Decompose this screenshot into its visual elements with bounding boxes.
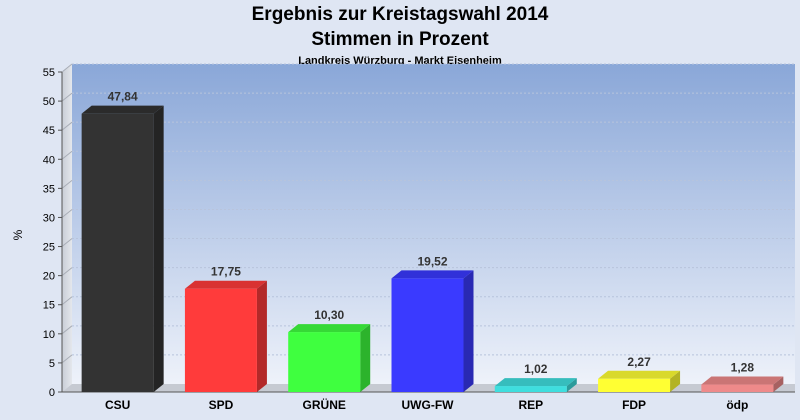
gridline-side [61, 296, 73, 306]
gridline-side [61, 354, 73, 364]
gridline-side [61, 238, 73, 247]
gridline-side [61, 209, 73, 218]
bar-top [598, 370, 681, 379]
bars [81, 105, 784, 393]
bar-front [81, 113, 154, 393]
y-tick-label: 10 [43, 329, 55, 341]
bar-top [494, 378, 577, 387]
category-label: REP [518, 398, 543, 412]
y-tick-label: 15 [43, 300, 55, 312]
y-tick-label: 45 [43, 125, 55, 137]
value-label: 1,28 [731, 361, 755, 375]
chart-subtitle: Stimmen in Prozent [311, 29, 489, 50]
gridline-side [61, 150, 73, 160]
bar-side [360, 324, 371, 392]
bar-top [81, 105, 164, 114]
bar-top [288, 324, 371, 333]
bar-front [701, 384, 774, 392]
bar-top [701, 376, 784, 385]
bar-spd [184, 280, 267, 392]
gridline-side [61, 179, 73, 189]
y-axis-label: % [11, 229, 25, 240]
value-label: 1,02 [524, 362, 548, 376]
chart-title: Ergebnis zur Kreistagswahl 2014 [251, 4, 549, 25]
category-label: FDP [622, 398, 646, 412]
category-label: SPD [209, 398, 234, 412]
bar-top [184, 280, 267, 289]
bar-fdp [598, 370, 681, 392]
bar-front [598, 378, 671, 392]
bar-ödp [701, 376, 784, 392]
bar-side [670, 370, 681, 392]
bar-side [773, 376, 784, 392]
y-tick-label: 20 [43, 271, 55, 283]
y-tick-label: 50 [43, 96, 55, 108]
y-tick-label: 35 [43, 183, 55, 195]
y-tick-label: 25 [43, 242, 55, 254]
category-label: UWG-FW [402, 398, 455, 412]
bar-rep [494, 378, 577, 392]
gridline-side [61, 325, 73, 335]
gridline-side [61, 92, 73, 102]
y-tick-label: 40 [43, 154, 55, 166]
value-label: 47,84 [108, 90, 138, 104]
y-tick-label: 5 [49, 358, 55, 370]
bar-uwg-fw [391, 270, 474, 392]
labels: 47,84 CSU 17,75 SPD 10,30 GRÜNE 19,52 UWG-FW 1,0… [105, 90, 754, 412]
y-tick-label: 55 [43, 67, 55, 79]
bar-front [288, 332, 361, 392]
bar-front [184, 288, 257, 392]
y-tick-label: 30 [43, 212, 55, 224]
bar-grüne [288, 324, 371, 392]
bar-front [391, 278, 464, 392]
bar-side [256, 280, 267, 392]
category-label: CSU [105, 398, 130, 412]
bar-side [566, 378, 577, 392]
value-label: 17,75 [211, 265, 241, 279]
gridline-side [61, 267, 73, 277]
gridline-side [61, 63, 73, 73]
bar-top [391, 270, 474, 279]
bar-front [494, 386, 567, 392]
category-label: GRÜNE [303, 397, 346, 412]
value-label: 19,52 [417, 254, 447, 268]
gridline-side [61, 121, 73, 131]
category-label: ödp [726, 398, 748, 412]
value-label: 2,27 [627, 355, 651, 369]
bar-csu [81, 105, 164, 393]
side-wall [62, 64, 72, 392]
value-label: 10,30 [314, 308, 344, 322]
bar-side [463, 270, 474, 392]
y-tick-label: 0 [49, 387, 55, 399]
bar-side [153, 105, 164, 393]
